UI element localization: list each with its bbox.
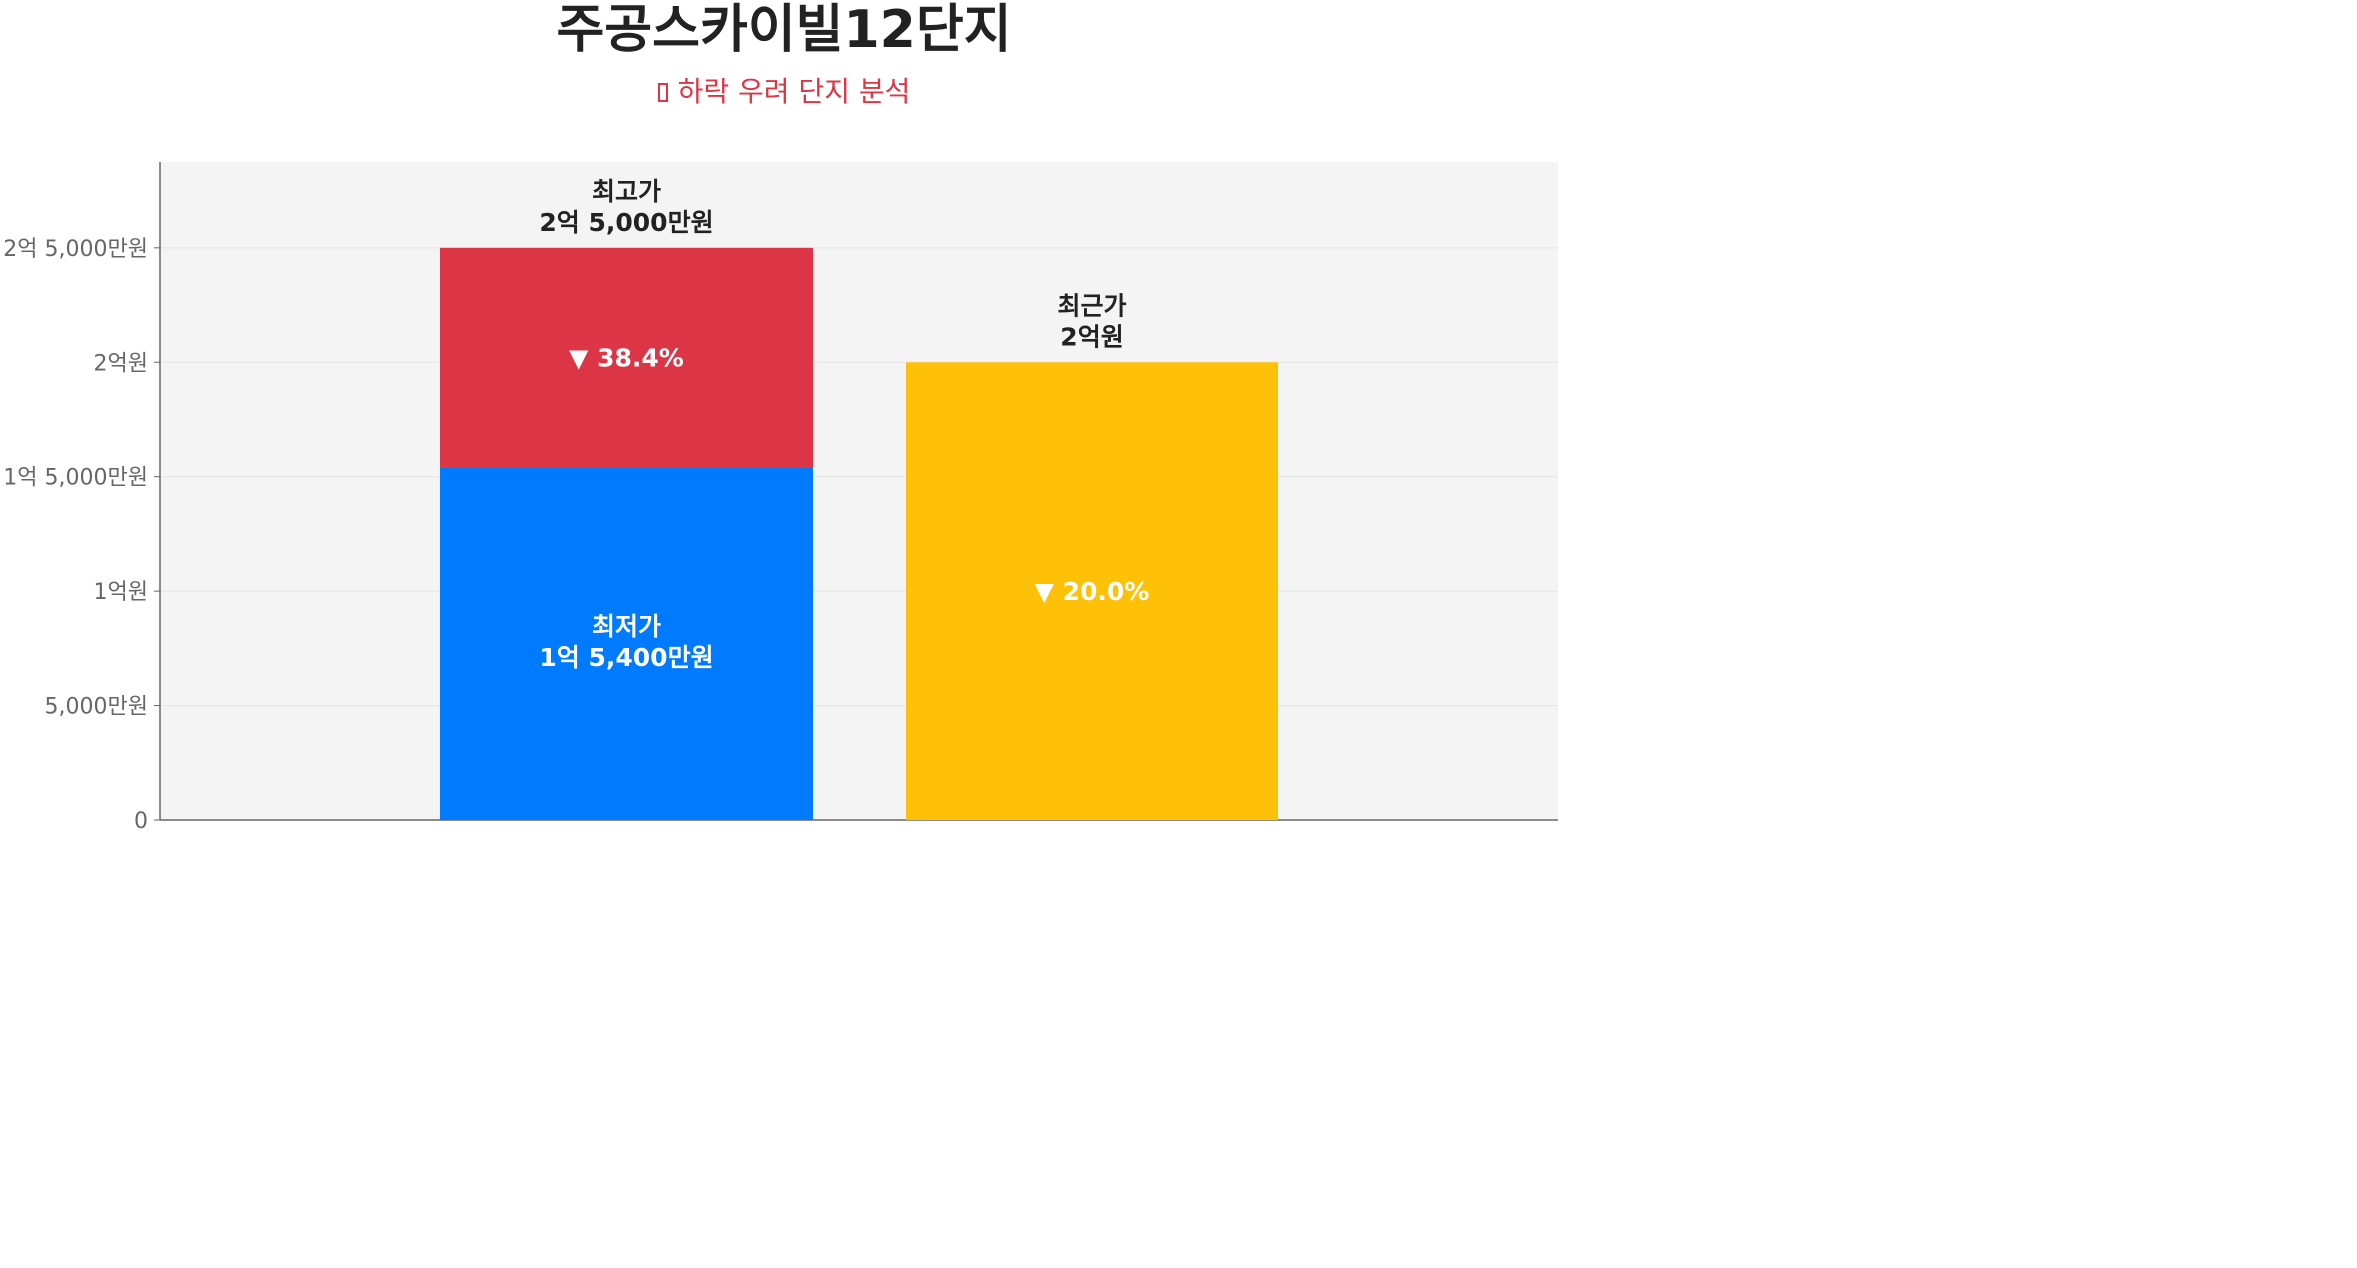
bar-max-drop xyxy=(440,247,813,468)
recent-drop-percent: ▼ 20.0% xyxy=(1035,577,1150,606)
subtitle-text: 하락 우려 단지 분석 xyxy=(677,75,911,108)
y-tick-label: 2억원 xyxy=(94,351,148,376)
bar-recent-price xyxy=(906,362,1278,820)
warning-icon xyxy=(657,83,668,102)
y-tick-label: 2억 5,000만원 xyxy=(3,237,148,262)
recent-price-label: 2억원 xyxy=(1060,322,1123,351)
max-drop-percent: ▼ 38.4% xyxy=(569,344,684,373)
plot-area xyxy=(160,162,1558,820)
y-tick-label: 1억원 xyxy=(94,580,148,605)
y-tick-label: 1억 5,000만원 xyxy=(3,466,148,491)
max-price-label: 2억 5,000만원 xyxy=(539,208,713,237)
y-tick-label: 0 xyxy=(134,809,148,834)
bar-min-price xyxy=(440,467,813,820)
chart-subtitle: 하락 우려 단지 분석 xyxy=(0,72,1568,112)
max-price-title: 최고가 xyxy=(592,177,661,206)
y-tick-label: 5,000만원 xyxy=(45,695,148,720)
min-price-title: 최저가 xyxy=(592,612,661,641)
chart-title: 주공스카이빌12단지 xyxy=(556,0,1012,60)
recent-price-title: 최근가 xyxy=(1057,291,1126,320)
min-price-label: 1억 5,400만원 xyxy=(539,643,713,672)
